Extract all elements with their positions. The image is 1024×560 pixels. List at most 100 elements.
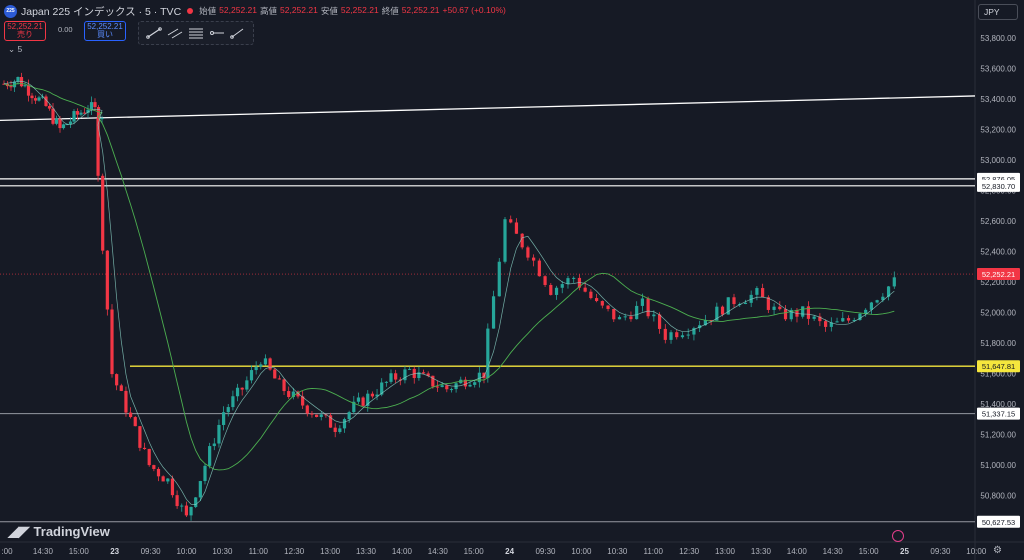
drawing-toolbar: [138, 21, 254, 45]
candle-body: [520, 233, 524, 248]
candle-body: [426, 373, 430, 376]
candle-body: [720, 306, 725, 315]
trend-line-icon[interactable]: [144, 24, 164, 42]
candle-body: [287, 391, 291, 397]
candle-body: [259, 364, 263, 367]
horizontal-ray-icon[interactable]: [207, 24, 227, 42]
time-tick-label: 13:30: [356, 547, 377, 556]
spread-value: 0.00: [58, 25, 73, 34]
candle-body: [61, 124, 66, 129]
time-tick-label: 14:30: [823, 547, 844, 556]
candle-body: [68, 121, 73, 125]
candle-body: [869, 302, 873, 310]
candle-body: [324, 414, 328, 416]
candle-body: [657, 314, 662, 329]
candle-body: [96, 118, 100, 176]
candle-body: [403, 369, 407, 381]
time-tick-label: 10:30: [212, 547, 233, 556]
candle-body: [431, 375, 435, 387]
candle-body: [600, 301, 604, 306]
candle-body: [875, 300, 879, 303]
candle-body: [19, 77, 24, 87]
symbol-logo-icon[interactable]: 225: [4, 4, 17, 18]
price-tick-label: 52,400.00: [980, 248, 1016, 257]
tradingview-logo: ◢◤ TradingView: [8, 523, 110, 540]
parallel-channel-icon[interactable]: [165, 24, 185, 42]
price-tick-label: 53,200.00: [980, 126, 1016, 135]
time-tick-label: :00: [1, 547, 13, 556]
candle-body: [352, 401, 356, 413]
candle-body: [133, 417, 137, 427]
candle-body: [30, 95, 34, 99]
candle-body: [310, 413, 314, 415]
level-label-box: [977, 515, 1020, 528]
candle-body: [846, 318, 851, 321]
candle-body: [175, 495, 179, 507]
candle-body: [595, 298, 599, 302]
candle-body: [617, 317, 622, 320]
candle-body: [245, 380, 249, 390]
candle-body: [789, 309, 793, 320]
candle-body: [138, 426, 142, 448]
candle-body: [463, 379, 467, 387]
candle-body: [408, 368, 412, 370]
candle-body: [86, 109, 90, 113]
time-tick-label: 23: [110, 547, 119, 556]
candle-body: [79, 112, 83, 115]
candle-body: [473, 382, 477, 385]
candle-body: [194, 497, 198, 507]
fib-retracement-icon[interactable]: [186, 24, 206, 42]
candle-body: [749, 294, 753, 303]
time-tick-label: 14:30: [33, 547, 54, 556]
price-tick-label: 51,800.00: [980, 339, 1016, 348]
level-label-box: [977, 179, 1020, 192]
candle-body: [445, 385, 449, 390]
candle-body: [119, 385, 123, 391]
time-tick-label: 09:30: [930, 547, 951, 556]
candle-body: [772, 306, 776, 310]
candle-body: [305, 405, 309, 414]
candle-body: [549, 284, 553, 295]
sell-label: 売り: [17, 30, 33, 39]
candle-body: [212, 443, 216, 447]
market-status-dot-icon[interactable]: [187, 8, 194, 14]
price-tick-label: 53,600.00: [980, 65, 1016, 74]
close-value: 52,252.21: [401, 5, 440, 15]
candle-body: [161, 476, 165, 482]
candle-body: [566, 278, 570, 285]
price-tick-label: 51,600.00: [980, 370, 1016, 379]
last-price-label: 52,252.21: [982, 270, 1015, 279]
time-tick-label: 15:00: [859, 547, 880, 556]
candle-body: [606, 305, 610, 309]
candle-body: [669, 332, 673, 340]
magic-wand-icon[interactable]: [892, 530, 904, 542]
candle-body: [222, 412, 226, 425]
candle-body: [75, 111, 80, 115]
buy-button[interactable]: 52,252.21 買い: [84, 21, 126, 41]
candle-body: [198, 481, 202, 498]
time-tick-label: 09:30: [141, 547, 162, 556]
gear-icon[interactable]: ⚙: [993, 545, 1002, 556]
candle-body: [315, 414, 319, 418]
price-tick-label: 53,000.00: [980, 156, 1016, 165]
candle-body: [652, 314, 656, 317]
sell-button[interactable]: 52,252.21 売り: [4, 21, 46, 41]
tradingview-logo-icon: ◢◤: [8, 523, 30, 539]
candle-body: [319, 414, 323, 418]
price-tick-label: 52,200.00: [980, 278, 1016, 287]
candle-body: [226, 407, 230, 413]
symbol-title[interactable]: Japan 225 インデックス · 5 · TVC: [21, 5, 182, 18]
arrow-line-icon[interactable]: [228, 24, 248, 42]
time-tick-label: 15:00: [69, 547, 90, 556]
candle-body: [449, 389, 454, 391]
candle-body: [440, 385, 444, 388]
candle-body: [26, 85, 31, 96]
candle-body: [589, 291, 593, 299]
indicator-legend[interactable]: ⌄ 5: [8, 44, 23, 54]
candle-body: [766, 297, 770, 310]
candle-body: [33, 98, 38, 101]
currency-selector[interactable]: JPY: [978, 4, 1018, 20]
level-label: 51,647.81: [982, 362, 1015, 371]
time-tick-label: 10:00: [176, 547, 197, 556]
